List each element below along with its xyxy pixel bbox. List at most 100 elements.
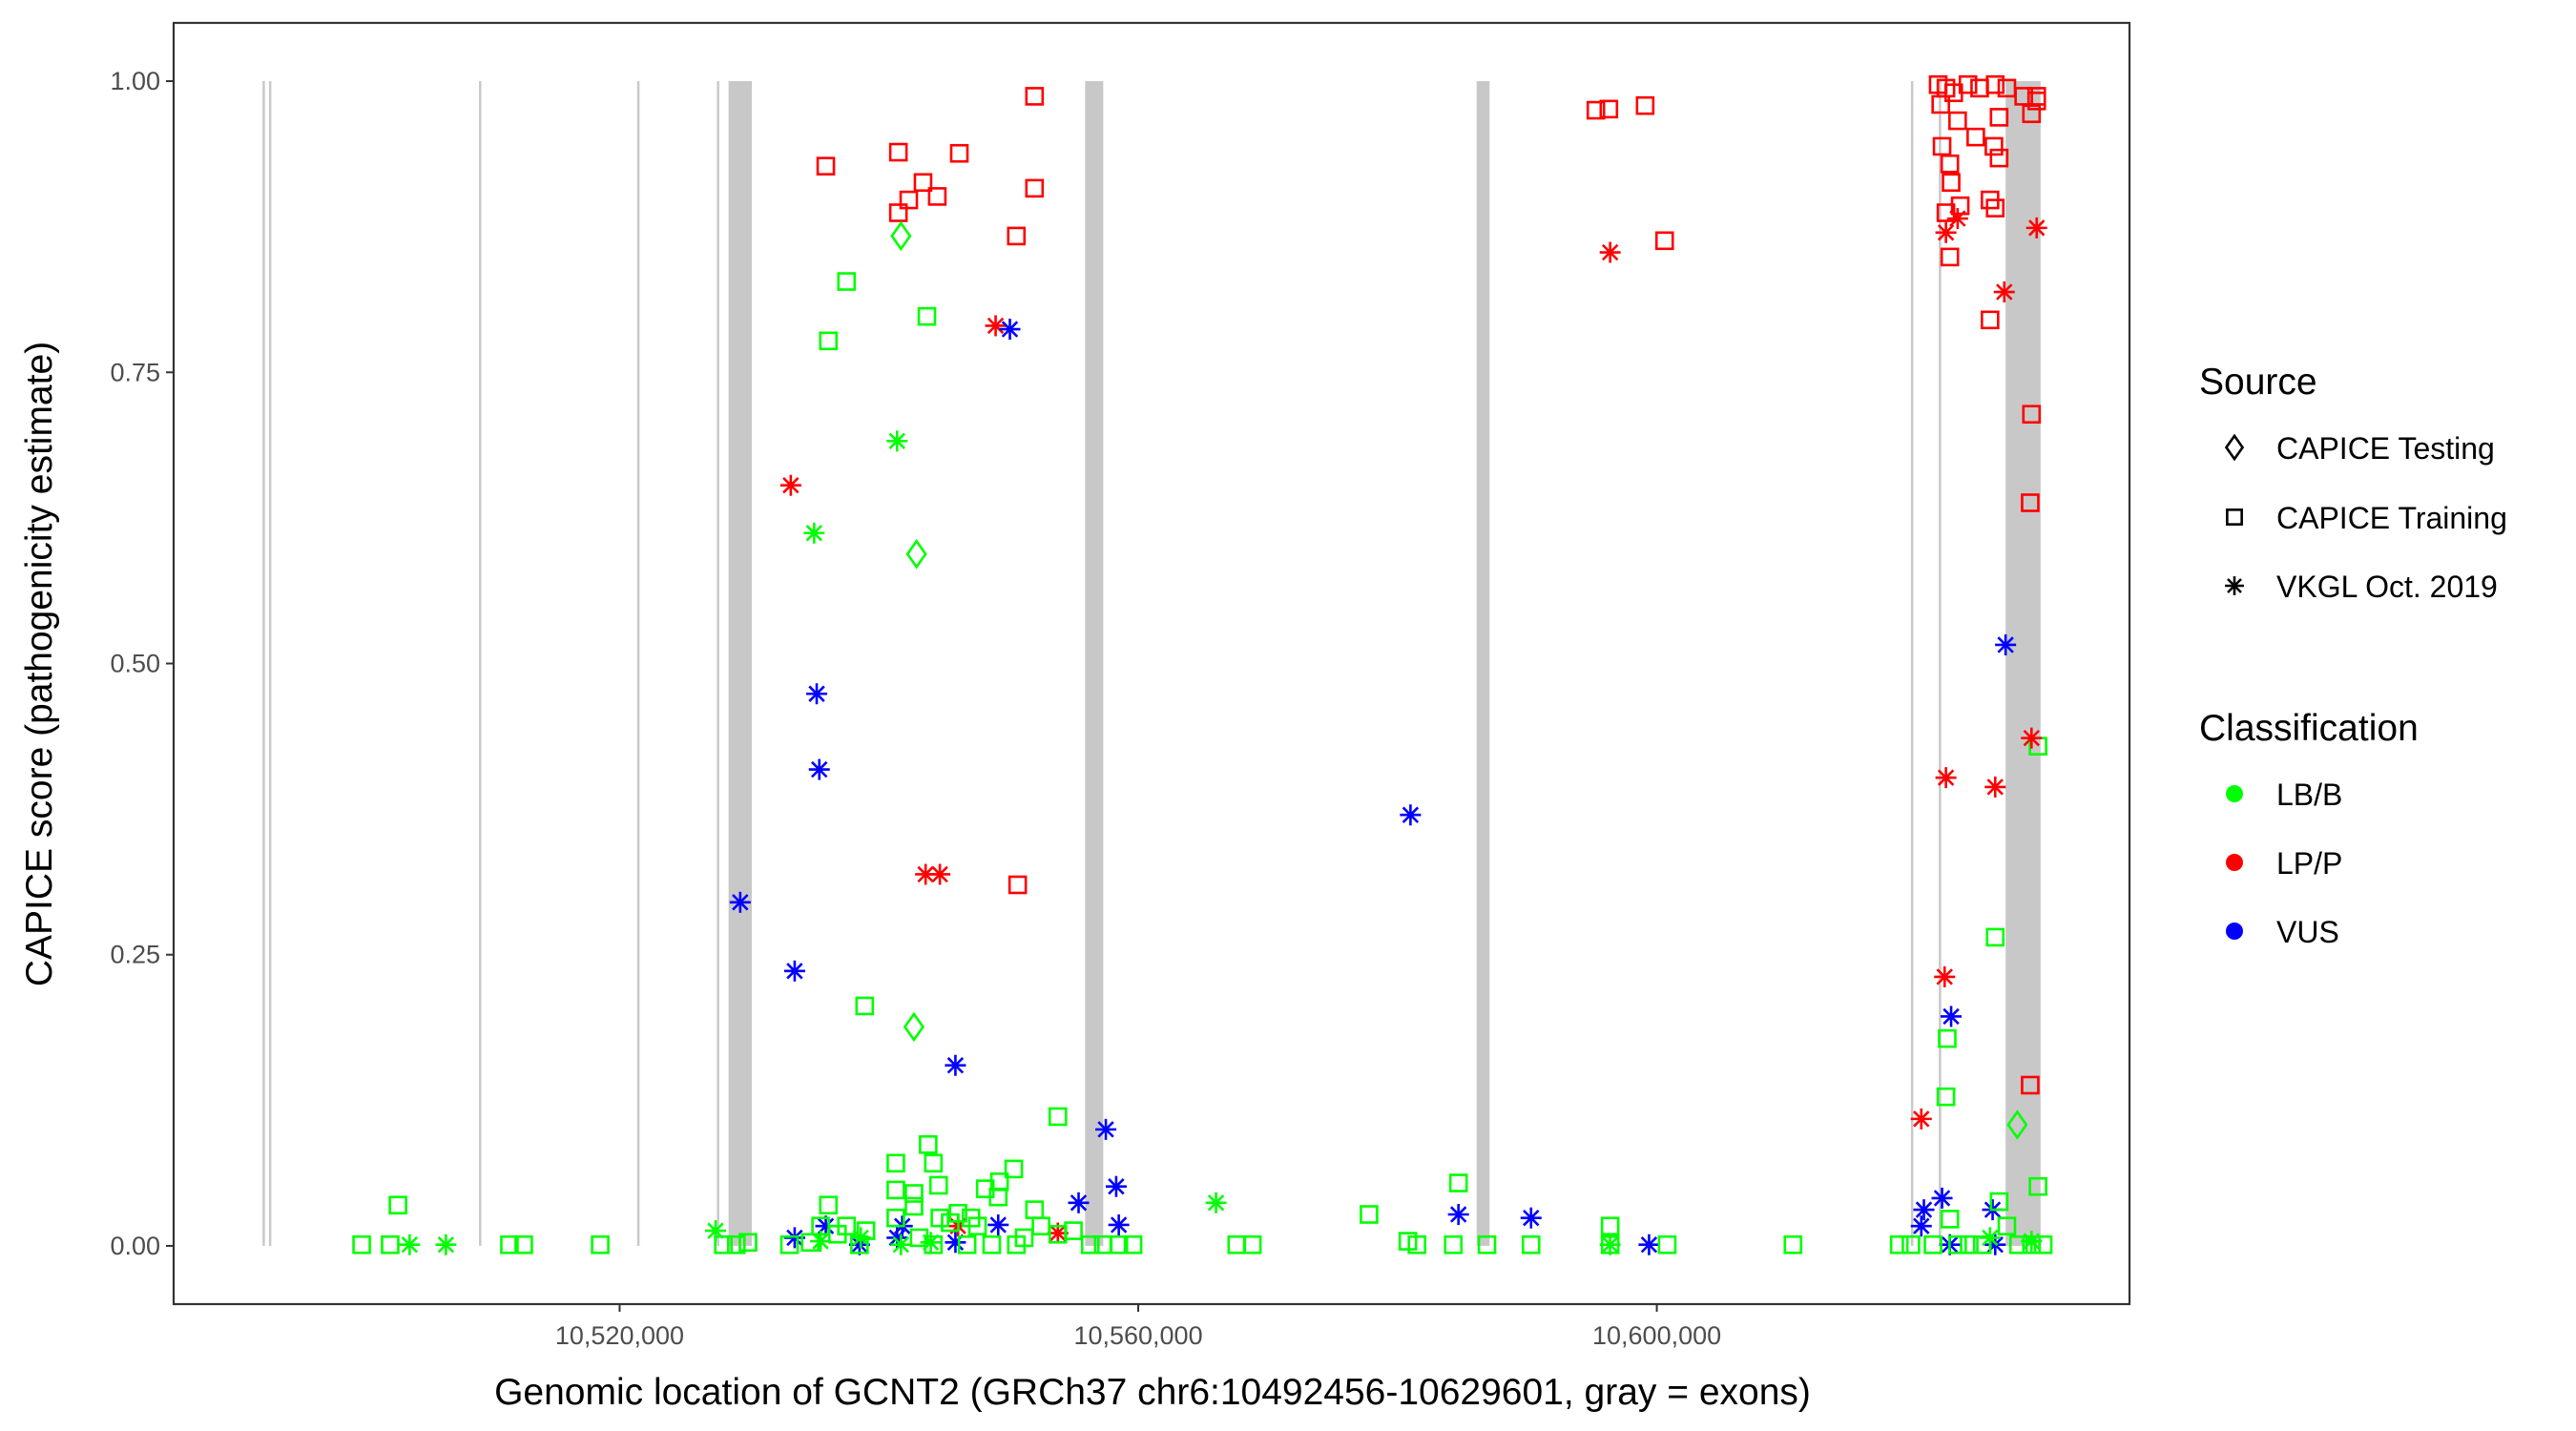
- data-point: [1913, 1199, 1935, 1221]
- data-point-stroke: [1640, 1236, 1658, 1254]
- data-point-shape: [1080, 1234, 1100, 1255]
- data-point: [2026, 87, 2046, 106]
- data-point-shape: [2022, 104, 2042, 124]
- x-tick-label: 10,600,000: [1592, 1321, 1721, 1350]
- data-point-stroke: [808, 685, 825, 702]
- data-point-stroke: [1937, 769, 1955, 786]
- data-point: [819, 331, 839, 351]
- data-point-shape: [890, 220, 912, 252]
- data-point: [714, 1234, 733, 1255]
- data-point: [1942, 173, 1961, 193]
- data-point-shape: [388, 1195, 407, 1215]
- data-point-stroke: [1108, 1177, 1125, 1195]
- data-point-shape: [381, 1234, 400, 1255]
- data-point-shape: [1989, 108, 2009, 127]
- data-point-stroke: [1933, 1190, 1951, 1207]
- data-point-shape: [1448, 1173, 1468, 1192]
- data-point: [949, 143, 969, 163]
- data-point-shape: [1521, 1234, 1541, 1255]
- legend-item-label: LP/P: [2276, 846, 2342, 881]
- data-point: [904, 1184, 924, 1203]
- data-point-stroke: [1402, 806, 1420, 823]
- data-point-shape: [1966, 127, 1985, 147]
- data-point: [1586, 100, 1606, 120]
- data-point-stroke: [1523, 1209, 1540, 1227]
- data-point: [1989, 108, 2009, 127]
- data-point: [1123, 1234, 1143, 1255]
- data-point-stroke: [1207, 1194, 1225, 1212]
- data-point-stroke: [401, 1236, 419, 1254]
- data-point-shape: [905, 538, 927, 570]
- data-point: [1935, 767, 1957, 789]
- data-point-shape: [1004, 1159, 1024, 1179]
- exon-band: [2005, 81, 2041, 1246]
- data-point-shape: [967, 1216, 987, 1235]
- data-point: [1520, 1207, 1542, 1229]
- data-point: [1407, 1234, 1426, 1255]
- data-point-shape: [591, 1234, 610, 1255]
- data-point-stroke: [1913, 1110, 1930, 1128]
- data-point: [1109, 1234, 1129, 1255]
- x-axis-title: Genomic location of GCNT2 (GRCh37 chr6:1…: [494, 1372, 1811, 1413]
- data-point-shape: [957, 1234, 977, 1255]
- data-point: [913, 173, 933, 193]
- data-point: [2021, 727, 2043, 749]
- data-point: [2014, 87, 2033, 106]
- data-point-stroke: [786, 963, 803, 980]
- data-point: [886, 1208, 905, 1228]
- data-point-shape: [1654, 231, 1674, 251]
- data-point-stroke: [1937, 224, 1955, 241]
- data-point: [855, 996, 875, 1016]
- data-point: [1004, 1159, 1024, 1179]
- data-point: [904, 1196, 924, 1216]
- exon-band: [717, 81, 719, 1246]
- data-point: [1984, 776, 2006, 798]
- data-point-shape: [888, 142, 908, 162]
- data-point: [888, 203, 908, 222]
- data-point: [381, 1234, 400, 1255]
- data-point: [1958, 74, 1978, 94]
- data-point: [1108, 1213, 1130, 1235]
- data-point-shape: [2006, 1110, 2028, 1140]
- data-point: [352, 1234, 371, 1255]
- data-point: [1025, 87, 1045, 106]
- data-point-shape: [1984, 136, 2004, 156]
- legend-key-diamond-icon: [2224, 433, 2245, 462]
- data-point: [2021, 1231, 2043, 1253]
- data-point-shape: [1936, 1087, 1956, 1107]
- data-point-stroke: [811, 760, 828, 778]
- data-point: [1936, 203, 1956, 222]
- data-point-stroke: [1097, 1121, 1114, 1138]
- data-point: [1984, 136, 2004, 156]
- data-point: [837, 272, 857, 291]
- data-point: [890, 220, 912, 252]
- data-point: [928, 1175, 948, 1195]
- data-point: [816, 156, 836, 176]
- data-point-shape: [1932, 136, 1952, 156]
- data-point: [1008, 875, 1028, 895]
- data-point-stroke: [852, 1229, 869, 1247]
- data-point-shape: [924, 1234, 944, 1255]
- data-point-shape: [1923, 1234, 1942, 1255]
- data-point-shape: [2021, 1075, 2040, 1095]
- y-tick-label: 0.00: [110, 1232, 160, 1260]
- data-point-shape: [714, 1234, 733, 1255]
- data-point-shape: [1989, 148, 2009, 168]
- data-point: [945, 1054, 966, 1076]
- data-point-shape: [1936, 203, 1956, 222]
- data-point-shape: [1989, 1192, 2009, 1212]
- data-point-stroke: [989, 1216, 1007, 1234]
- data-point: [850, 1227, 872, 1249]
- data-point-shape: [1360, 1205, 1379, 1224]
- data-point-shape: [1025, 87, 1045, 106]
- data-point: [388, 1195, 407, 1215]
- legend-key-square-icon: [2226, 508, 2243, 526]
- legend-item-label: CAPICE Testing: [2276, 431, 2495, 466]
- legend-title-classification: Classification: [2199, 708, 2419, 749]
- y-tick-label: 1.00: [110, 67, 160, 95]
- data-point: [1447, 1203, 1469, 1225]
- data-point-stroke: [1997, 636, 2014, 653]
- data-point-shape: [855, 996, 875, 1016]
- data-point-stroke: [888, 1229, 905, 1247]
- data-point: [591, 1234, 610, 1255]
